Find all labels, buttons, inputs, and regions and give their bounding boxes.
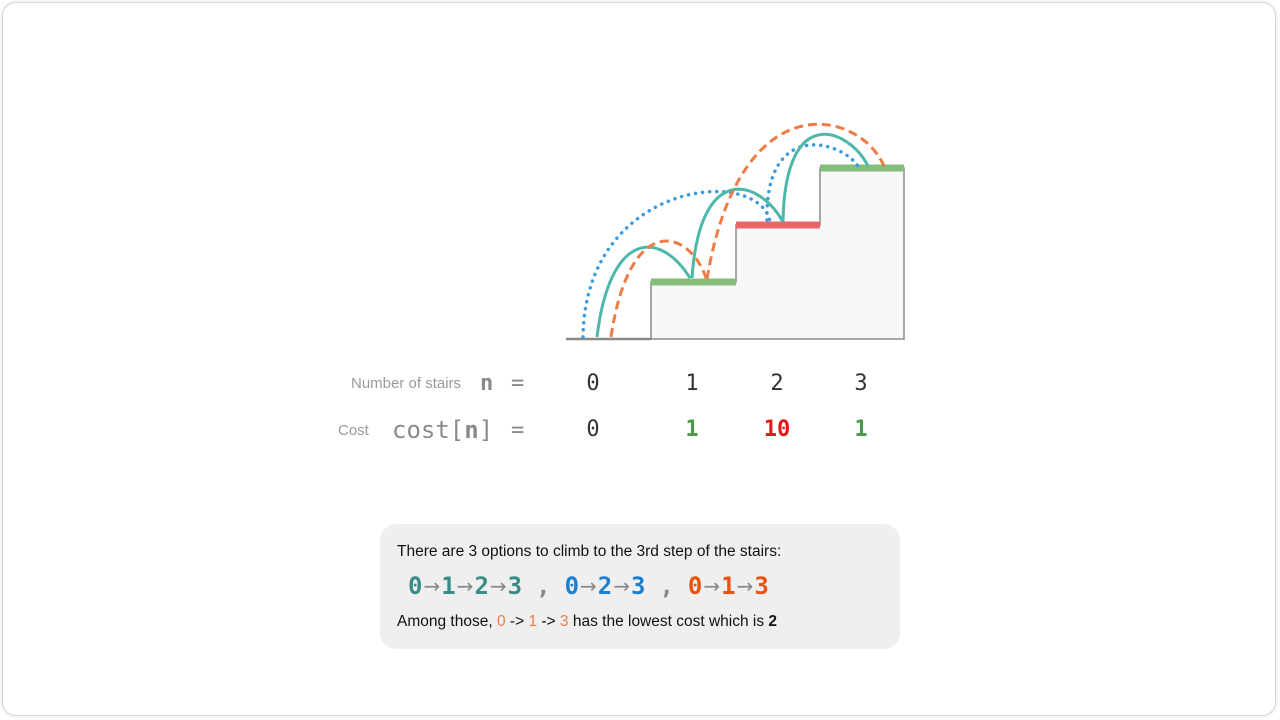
path-step: 3 (754, 572, 769, 600)
arrow-icon: → (613, 574, 630, 598)
explanation-box: There are 3 options to climb to the 3rd … (380, 524, 900, 649)
conclusion-step: 0 (496, 613, 506, 630)
conclusion-step: 1 (528, 613, 538, 630)
arrow-icon: → (489, 574, 507, 598)
arrow-icon: → (423, 574, 441, 598)
arrow-icon: → (736, 574, 754, 598)
conclusion-text: has the lowest cost which is (572, 613, 765, 630)
path-teal-2-to-3 (781, 132, 870, 223)
path-step: 1 (441, 572, 456, 600)
stairs-equals: = (511, 371, 525, 396)
path-step: 3 (631, 572, 646, 600)
conclusion-arrow: -> (509, 613, 525, 630)
path-step: 0 (408, 572, 423, 600)
stairs-symbol: n (480, 371, 494, 396)
path-teal-0-to-1 (595, 245, 692, 338)
arrow-icon: → (580, 574, 597, 598)
arrow-icon: → (703, 574, 721, 598)
stair-value: 3 (854, 371, 868, 396)
path-step: 1 (721, 572, 736, 600)
explanation-conclusion: Among those, 0 -> 1 -> 3 has the lowest … (397, 613, 777, 631)
conclusion-prefix: Among those, (397, 613, 493, 630)
cost-symbol: cost[n] (392, 416, 494, 444)
path-orange-1-to-3 (705, 122, 886, 280)
path-separator: , (659, 572, 674, 600)
path-step: 0 (687, 572, 703, 600)
path-orange-0-to-1 (609, 239, 708, 338)
cost-value: 10 (763, 417, 791, 442)
cost-value: 0 (586, 417, 600, 442)
stair-value: 1 (685, 371, 699, 396)
stair-value: 0 (586, 371, 600, 396)
lowest-cost-value: 2 (768, 613, 778, 630)
stairs-row-label: Number of stairs (351, 375, 462, 392)
explanation-intro: There are 3 options to climb to the 3rd … (397, 543, 782, 560)
conclusion-arrow: -> (541, 613, 556, 630)
arrow-icon: → (456, 574, 474, 598)
path-blue-2-to-3 (765, 143, 860, 222)
cost-row-label: Cost (338, 422, 369, 439)
path-blue-0-to-2 (581, 189, 772, 339)
stair-value: 2 (770, 371, 784, 396)
path-separator: , (536, 572, 551, 600)
path-step: 3 (507, 572, 523, 600)
cost-value: 1 (685, 417, 699, 442)
options-paths: 0 → 1 → 2 → 3 , 0 → 2 → 3 , 0 → 1 → 3 (408, 572, 769, 600)
cost-value: 1 (854, 417, 868, 442)
path-step: 2 (474, 572, 489, 600)
cost-equals: = (511, 418, 525, 443)
conclusion-step: 3 (559, 613, 569, 630)
path-step: 2 (597, 572, 613, 600)
path-step: 0 (564, 572, 580, 600)
